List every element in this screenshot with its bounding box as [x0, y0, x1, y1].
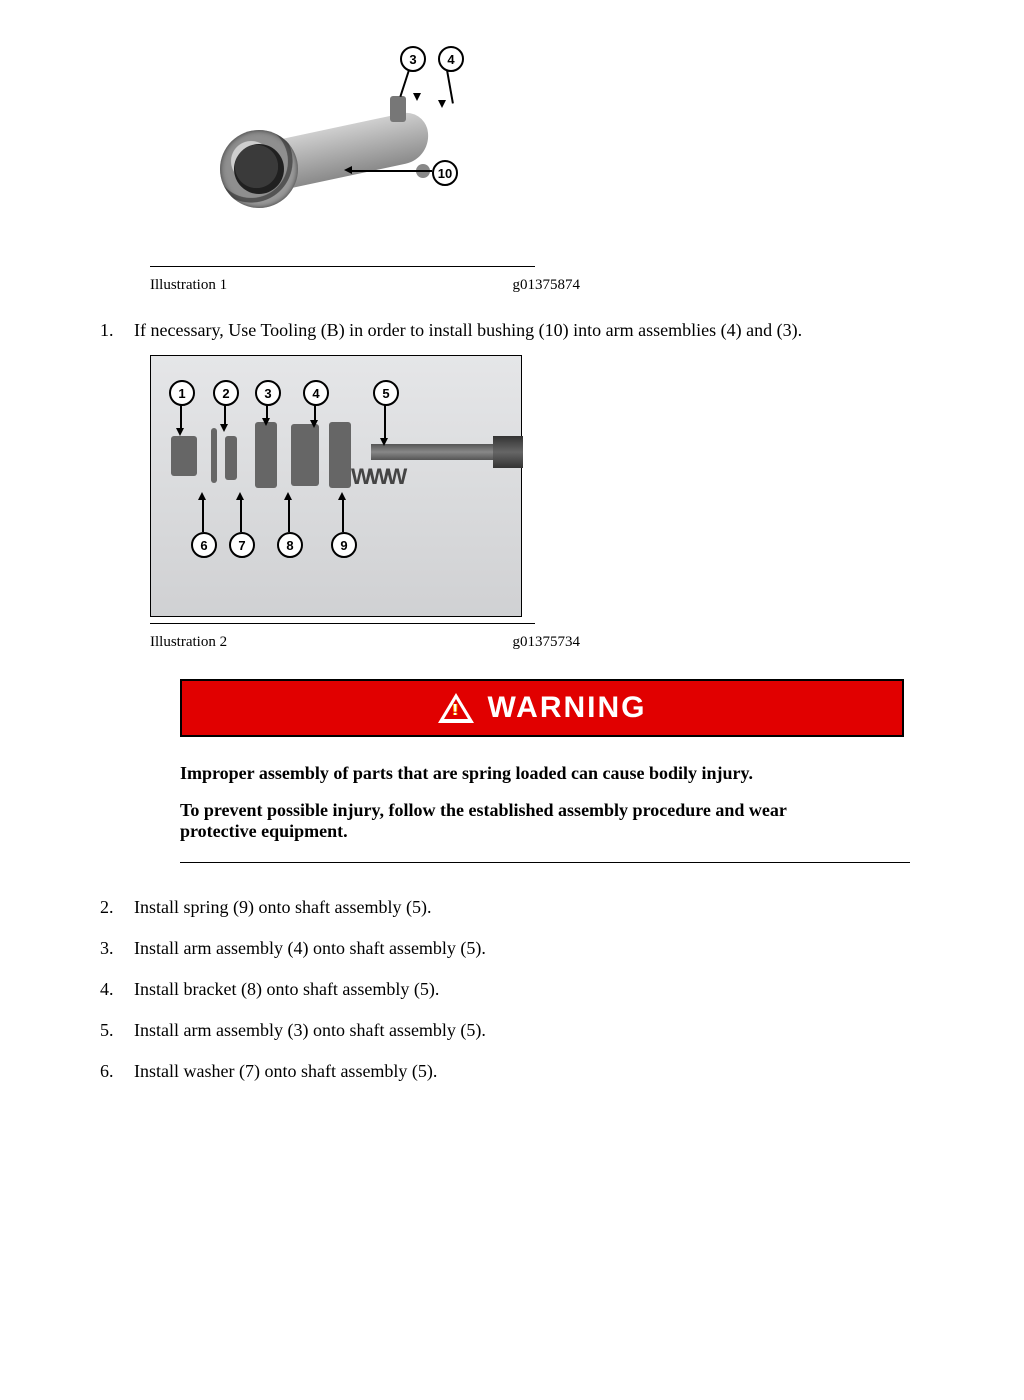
illustration-2-caption: Illustration 2 g01375734	[150, 634, 580, 651]
callout-4: 4	[438, 46, 464, 72]
step-3: Install arm assembly (4) onto shaft asse…	[100, 938, 964, 959]
step-text: Install spring (9) onto shaft assembly (…	[134, 897, 431, 917]
callout-8: 8	[277, 532, 303, 558]
step-text: Install arm assembly (3) onto shaft asse…	[134, 1020, 486, 1040]
callout-6: 6	[191, 532, 217, 558]
step-2: Install spring (9) onto shaft assembly (…	[100, 897, 964, 918]
callout-3b: 3	[255, 380, 281, 406]
step-text: Install arm assembly (4) onto shaft asse…	[134, 938, 486, 958]
callout-9: 9	[331, 532, 357, 558]
step-5: Install arm assembly (3) onto shaft asse…	[100, 1020, 964, 1041]
illustration-2-label: Illustration 2	[150, 634, 227, 651]
step-4: Install bracket (8) onto shaft assembly …	[100, 979, 964, 1000]
illustration-1-label: Illustration 1	[150, 277, 227, 294]
step-text: Install washer (7) onto shaft assembly (…	[134, 1061, 437, 1081]
illustration-2: WWW 1 2 3 4 5 6 7 8 9 Illustration 2	[150, 355, 600, 651]
warning-banner: ! WARNING	[180, 679, 904, 737]
illustration-1-image: 3 4 10	[150, 40, 520, 260]
callout-2: 2	[213, 380, 239, 406]
callout-1: 1	[169, 380, 195, 406]
warning-heading: WARNING	[488, 691, 647, 725]
illustration-2-image: WWW 1 2 3 4 5 6 7 8 9	[150, 355, 522, 617]
callout-3: 3	[400, 46, 426, 72]
warning-line-2: To prevent possible injury, follow the e…	[180, 800, 860, 842]
warning-body: Improper assembly of parts that are spri…	[180, 763, 860, 842]
warning-triangle-icon: !	[438, 693, 474, 723]
step-list-1: If necessary, Use Tooling (B) in order t…	[100, 320, 964, 341]
step-text: Install bracket (8) onto shaft assembly …	[134, 979, 439, 999]
callout-5: 5	[373, 380, 399, 406]
step-6: Install washer (7) onto shaft assembly (…	[100, 1061, 964, 1082]
illustration-1-caption: Illustration 1 g01375874	[150, 277, 580, 294]
parts-layout-placeholder: WWW	[151, 356, 521, 616]
spring-glyph: WWW	[351, 464, 404, 490]
divider	[180, 862, 910, 863]
step-1: If necessary, Use Tooling (B) in order t…	[100, 320, 964, 341]
warning-line-1: Improper assembly of parts that are spri…	[180, 763, 860, 784]
illustration-2-code: g01375734	[513, 634, 581, 651]
divider	[150, 623, 535, 624]
rocker-arm-placeholder	[220, 100, 420, 210]
step-list-2: Install spring (9) onto shaft assembly (…	[100, 897, 964, 1082]
callout-4b: 4	[303, 380, 329, 406]
callout-10: 10	[432, 160, 458, 186]
callout-7: 7	[229, 532, 255, 558]
step-1-text: If necessary, Use Tooling (B) in order t…	[134, 320, 802, 340]
illustration-1-code: g01375874	[513, 277, 581, 294]
divider	[150, 266, 535, 267]
illustration-1: 3 4 10 Illustration 1 g01375874	[150, 40, 600, 294]
